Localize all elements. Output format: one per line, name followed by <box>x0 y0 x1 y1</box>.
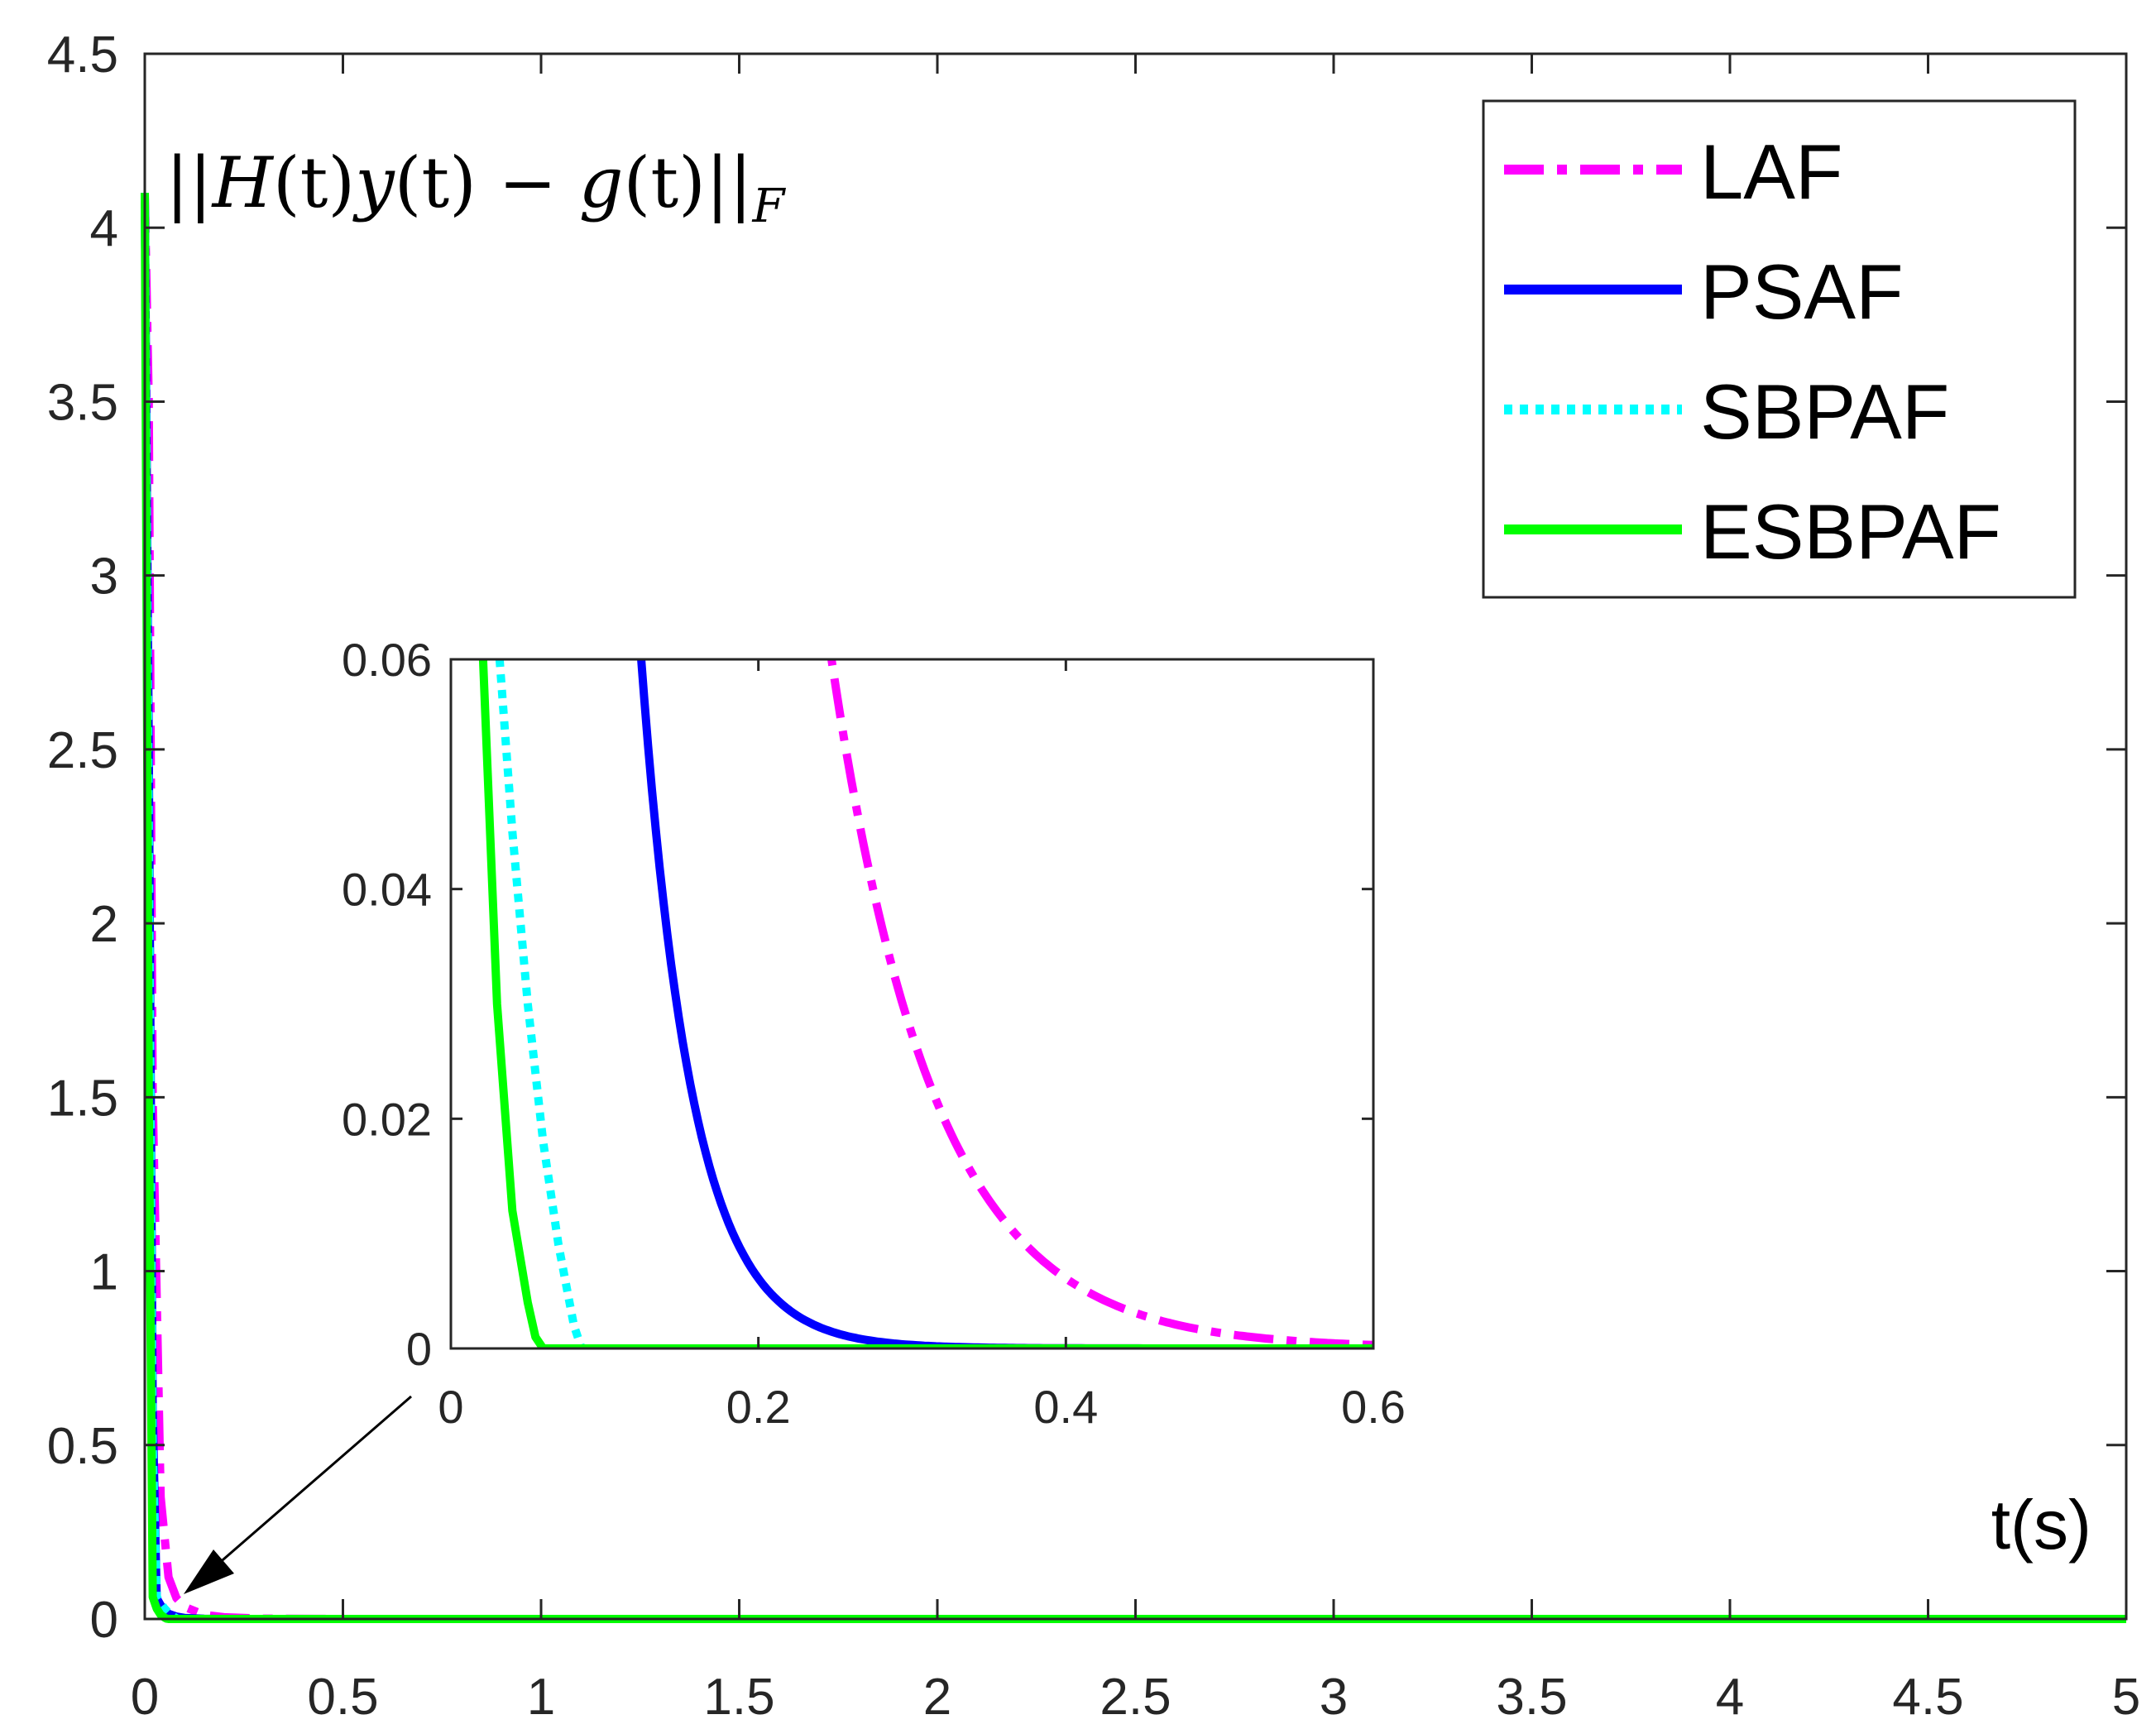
zoom-arrow-shaft <box>210 1395 412 1572</box>
inset-y-tick-label: 0 <box>406 1323 432 1375</box>
main-axes-frame <box>143 52 2128 1621</box>
inset-series-lines <box>478 659 1373 1348</box>
main-x-tick-label: 2 <box>923 1669 951 1726</box>
inset-x-tick-label: 0.2 <box>726 1381 791 1433</box>
annotation-y: y <box>352 142 395 223</box>
main-y-tick-label: 0.5 <box>47 1418 118 1475</box>
main-y-tick-label: 1 <box>90 1244 118 1301</box>
legend-label-esbpaf: ESBPAF <box>1700 488 2001 575</box>
inset-y-tick-label: 0.06 <box>342 634 432 686</box>
main-x-tick-label: 4 <box>1716 1669 1744 1726</box>
legend-label-sbpaf: SBPAF <box>1700 368 1949 455</box>
main-x-axis-label: t(s) <box>1991 1486 2091 1564</box>
inset-x-tick-labels: 0 0.2 0.4 0.6 <box>438 1381 1406 1433</box>
legend: LAF PSAF SBPAF ESBPAF <box>1482 99 2077 599</box>
annotation-subscript: F <box>751 180 786 233</box>
zoom-arrow <box>184 1395 412 1594</box>
main-x-tick-label: 3 <box>1320 1669 1348 1726</box>
main-x-tick-labels: 0 0.5 1 1.5 2 2.5 3 3.5 4 4.5 5 <box>131 1669 2140 1726</box>
main-y-tick-label: 4.5 <box>47 26 118 84</box>
inset-x-tick-label: 0.4 <box>1033 1381 1098 1433</box>
main-y-tick-labels: 0 0.5 1 1.5 2 2.5 3 3.5 4 4.5 <box>47 26 118 1649</box>
inset-y-tick-label: 0.02 <box>342 1093 432 1145</box>
inset-axes: 0 0.2 0.4 0.6 0 0.02 0.04 0.06 <box>342 634 1406 1433</box>
residual-norm-annotation: ||H(t)y(t) − g(t)||F <box>165 142 786 233</box>
main-y-tick-label: 4 <box>90 200 118 257</box>
inset-x-tick-label: 0.6 <box>1341 1381 1406 1433</box>
legend-box <box>1482 99 2077 599</box>
inset-line-laf <box>827 659 1373 1348</box>
main-x-tick-label: 2.5 <box>1100 1669 1171 1726</box>
annotation-g: g <box>579 142 624 223</box>
main-x-tick-label: 1.5 <box>703 1669 774 1726</box>
main-x-tick-label: 5 <box>2112 1669 2140 1726</box>
main-y-tick-label: 3 <box>90 548 118 606</box>
legend-label-laf: LAF <box>1700 128 1842 215</box>
main-x-tick-label: 0 <box>131 1669 159 1726</box>
inset-axes-frame <box>449 658 1375 1350</box>
annotation-prefix: || <box>165 142 213 223</box>
main-x-tick-label: 3.5 <box>1496 1669 1567 1726</box>
inset-line-esbpaf <box>478 659 1373 1348</box>
annotation-H: H <box>211 142 275 223</box>
annotation-minus: − <box>477 142 579 223</box>
main-y-tick-label: 2.5 <box>47 722 118 779</box>
inset-plot-area <box>451 659 1373 1348</box>
inset-line-sbpaf <box>495 659 1373 1348</box>
legend-label-psaf: PSAF <box>1700 248 1904 335</box>
inset-y-tick-label: 0.04 <box>342 864 432 916</box>
annotation-t2: (t) <box>395 142 477 223</box>
inset-y-tick-labels: 0 0.02 0.04 0.06 <box>342 634 432 1375</box>
inset-x-tick-label: 0 <box>438 1381 463 1433</box>
zoom-arrow-head <box>184 1549 234 1594</box>
annotation-suffix: || <box>706 142 753 223</box>
annotation-t1: (t) <box>273 142 355 223</box>
main-x-tick-label: 1 <box>527 1669 555 1726</box>
main-y-tick-label: 3.5 <box>47 374 118 431</box>
main-y-tick-label: 0 <box>90 1592 118 1649</box>
main-x-tick-label: 0.5 <box>307 1669 378 1726</box>
main-y-tick-label: 2 <box>90 896 118 953</box>
main-y-tick-label: 1.5 <box>47 1070 118 1127</box>
annotation-t3: (t) <box>624 142 706 223</box>
main-x-tick-label: 4.5 <box>1892 1669 1963 1726</box>
